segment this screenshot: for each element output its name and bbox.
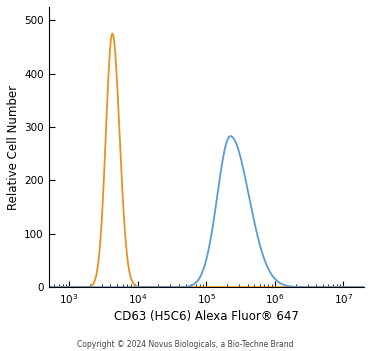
Y-axis label: Relative Cell Number: Relative Cell Number [7, 85, 20, 210]
X-axis label: CD63 (H5C6) Alexa Fluor® 647: CD63 (H5C6) Alexa Fluor® 647 [114, 310, 299, 323]
Text: Copyright © 2024 Novus Biologicals, a Bio-Techne Brand: Copyright © 2024 Novus Biologicals, a Bi… [77, 340, 294, 349]
